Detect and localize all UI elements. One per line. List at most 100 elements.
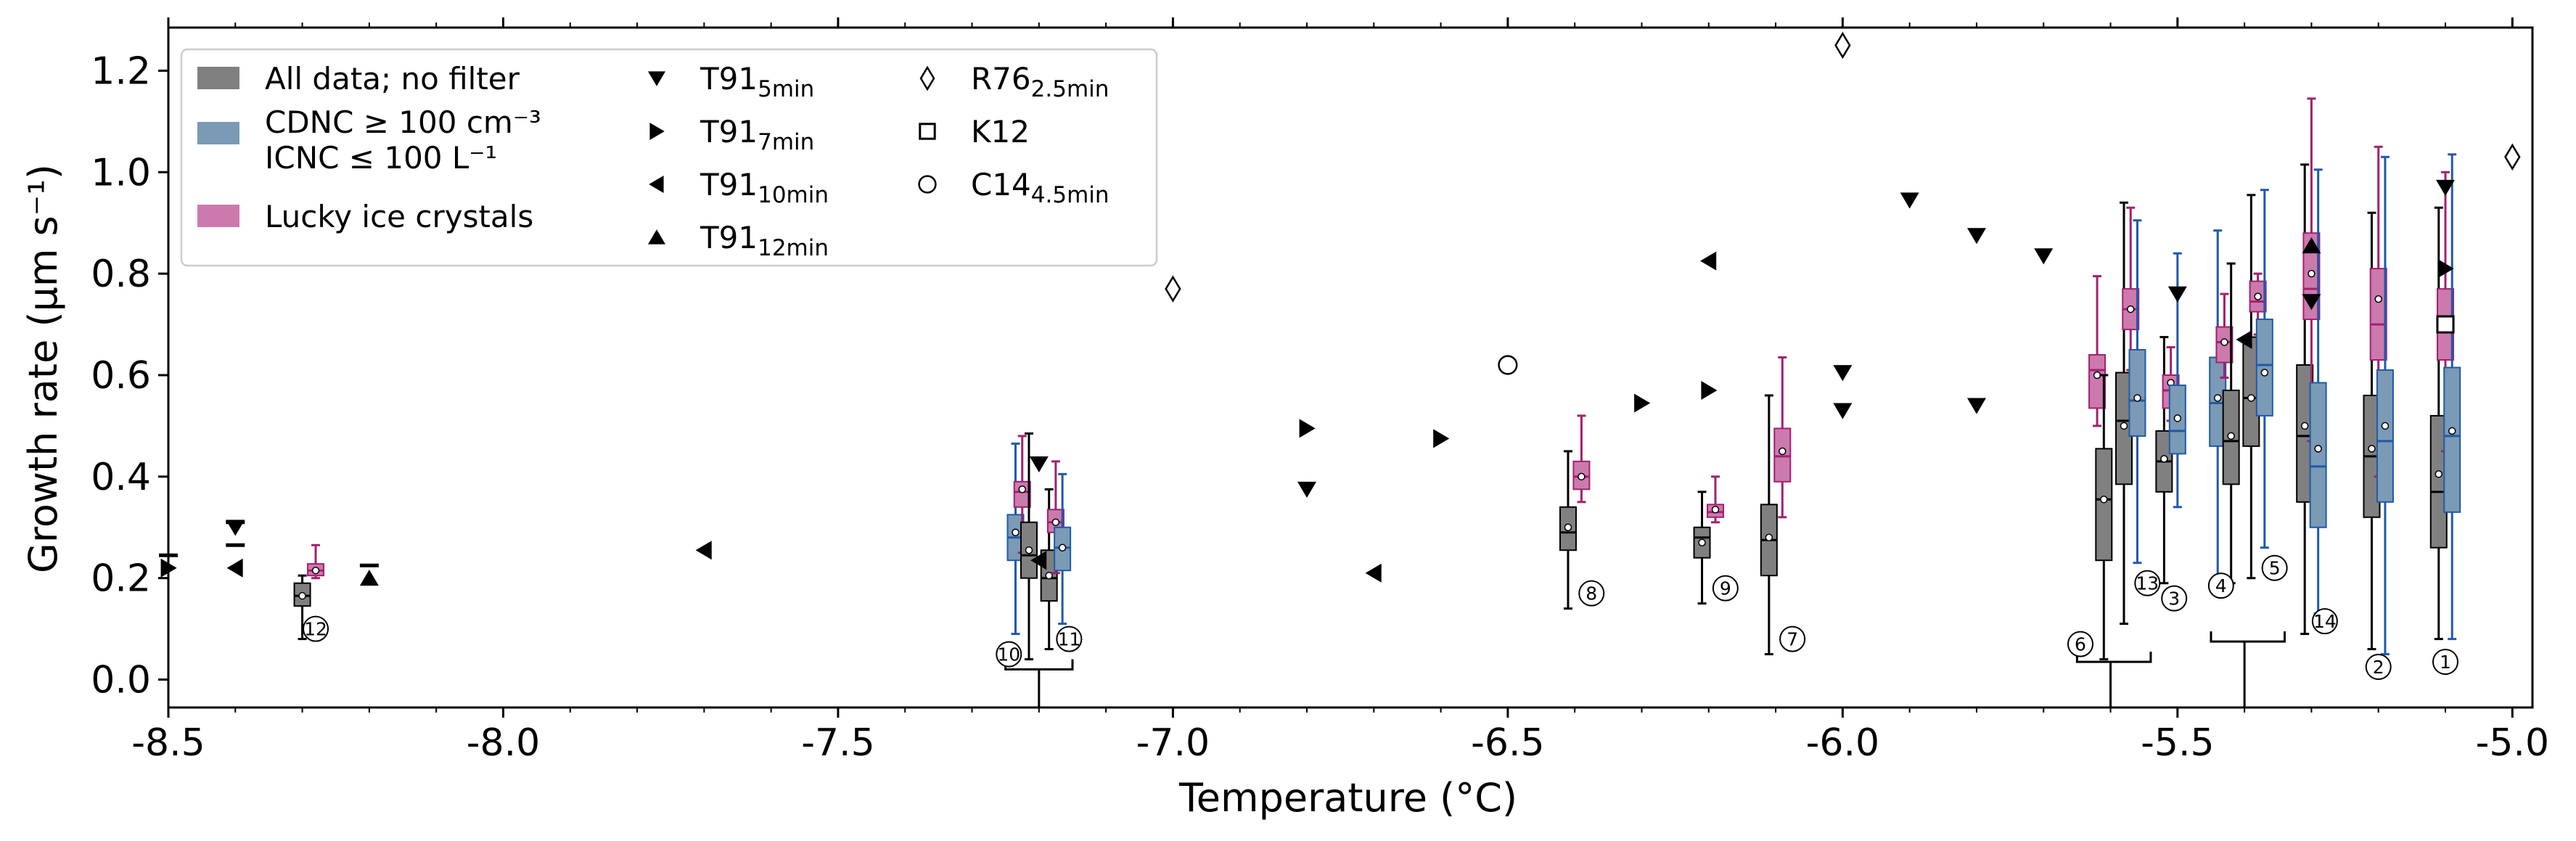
- box-mean-point: [1564, 523, 1572, 532]
- x-tick-label: -7.0: [1136, 721, 1210, 765]
- triangle-right-marker: [160, 558, 177, 578]
- triangle-left-marker: [695, 541, 712, 560]
- box-mean-point: [2133, 394, 2141, 402]
- annotation-circle: [2067, 631, 2094, 657]
- y-tick-label: 1.2: [91, 49, 151, 93]
- box-mean-point: [2368, 445, 2376, 453]
- box-plots: [293, 97, 2461, 661]
- annotation-label: 6: [2075, 634, 2086, 655]
- axes: -8.5 -8.0 -7.5 -7.0 -6.5 -6.0 -5.5 -5.0 0.0 0.2 0.…: [91, 17, 2549, 765]
- y-tick-label: 1.0: [91, 151, 151, 194]
- box-mean-point: [2126, 305, 2135, 313]
- box-mean-point: [2093, 371, 2101, 380]
- triangle-left-marker: [2236, 330, 2252, 350]
- x-tick-label: -6.0: [1806, 721, 1879, 765]
- box-cdnc: [2309, 382, 2327, 528]
- box-mean-point: [2227, 432, 2235, 440]
- box-mean-point: [2308, 269, 2315, 278]
- box-annotations: 12 10 11 8 9 7 6 13 3 4 5 14 2 1: [303, 554, 2459, 707]
- triangle-left-marker: [226, 558, 243, 578]
- x-tick-label: -8.0: [467, 721, 540, 765]
- annotation-circle: [1578, 580, 1605, 607]
- box-cdnc: [2255, 319, 2273, 417]
- triangle-down-marker: [1966, 228, 1986, 245]
- box-cdnc: [2443, 366, 2461, 513]
- diamond-open-marker: [919, 65, 935, 91]
- annotation-circle: [1056, 625, 1083, 652]
- legend-swatch: [197, 205, 239, 227]
- x-tick-label: -8.5: [131, 721, 205, 765]
- box-lucky: [1013, 480, 1031, 508]
- triangle-left-marker: [1365, 563, 1382, 583]
- annotation-circle: [2161, 585, 2188, 612]
- annotation-label: 7: [1787, 629, 1798, 650]
- box-mean-point: [1051, 518, 1060, 527]
- box-mean-point: [1698, 538, 1706, 546]
- triangle-right-marker: [649, 123, 665, 140]
- triangle-down-marker: [1297, 481, 1317, 499]
- diamond-open-marker: [1165, 275, 1181, 303]
- box-mean-point: [2300, 422, 2309, 430]
- box-mean-point: [2173, 414, 2182, 422]
- box-mean-point: [2314, 445, 2322, 453]
- triangle-left-marker: [1700, 251, 1717, 271]
- box-mean-point: [2247, 394, 2255, 402]
- legend-label: CDNC ≥ 100 cm⁻³: [265, 104, 541, 140]
- square-open-marker: [2436, 315, 2455, 334]
- box-mean-point: [1578, 472, 1586, 481]
- box-mean-point: [1765, 533, 1773, 541]
- annotation-label: 9: [1720, 578, 1731, 599]
- annotation-label: 14: [2313, 611, 2337, 632]
- annotation-circle: [2261, 554, 2288, 581]
- triangle-down-marker: [1833, 403, 1853, 419]
- y-tick-label: 0.8: [91, 253, 151, 296]
- triangle-down-marker: [1833, 365, 1853, 382]
- box-mean-point: [1025, 546, 1033, 554]
- legend-swatch: [197, 67, 239, 89]
- y-tick-label: 0.0: [91, 659, 151, 702]
- annotation-circle: [2311, 608, 2338, 635]
- annotation-label: 11: [1057, 629, 1080, 650]
- x-axis-title: Temperature (°C): [1178, 775, 1517, 821]
- annotation-label: 5: [2269, 558, 2281, 579]
- y-tick-label: 0.2: [91, 557, 151, 601]
- x-tick-label: -5.0: [2476, 721, 2549, 765]
- circle-open-marker: [1498, 355, 1518, 375]
- triangle-down-marker: [1900, 192, 1919, 209]
- legend-box: [180, 48, 1158, 267]
- annotation-label: 8: [1586, 583, 1597, 604]
- box-mean-point: [2220, 338, 2228, 346]
- legend-label: Lucky ice crystals: [265, 199, 533, 234]
- box-mean-point: [2435, 470, 2443, 478]
- legend-label: ICNC ≤ 100 L⁻¹: [265, 140, 497, 176]
- annotation-label: 13: [2136, 573, 2159, 594]
- triangle-down-marker: [2167, 286, 2187, 303]
- box-mean-point: [2100, 496, 2108, 504]
- box-mean-point: [1058, 543, 1067, 551]
- triangle-left-marker: [649, 176, 664, 193]
- legend-label: K12: [971, 114, 1030, 149]
- triangle-down-marker: [2034, 248, 2054, 265]
- box-mean-point: [2160, 455, 2168, 463]
- diamond-open-marker: [2504, 143, 2521, 171]
- box-lucky: [2088, 354, 2107, 409]
- triangle-down-marker: [1966, 398, 1986, 414]
- x-tick-label: -6.5: [1471, 721, 1544, 765]
- x-tick-label: -7.5: [801, 721, 874, 765]
- triangle-right-marker: [1701, 380, 1718, 400]
- square-open-marker: [919, 123, 936, 140]
- annotation-circle: [2365, 654, 2392, 681]
- annotation-circle: [996, 641, 1022, 668]
- y-tick-label: 0.4: [91, 456, 151, 499]
- plot-border: [167, 26, 2534, 709]
- box-mean-point: [2374, 295, 2382, 303]
- box-mean-point: [2260, 369, 2269, 377]
- box-mean-point: [298, 591, 306, 600]
- circle-open-marker: [918, 175, 937, 194]
- triangle-right-marker: [1433, 429, 1450, 448]
- box-mean-point: [1018, 485, 1027, 493]
- box-mean-point: [2120, 422, 2128, 430]
- cluster-bracket: [2075, 652, 2152, 707]
